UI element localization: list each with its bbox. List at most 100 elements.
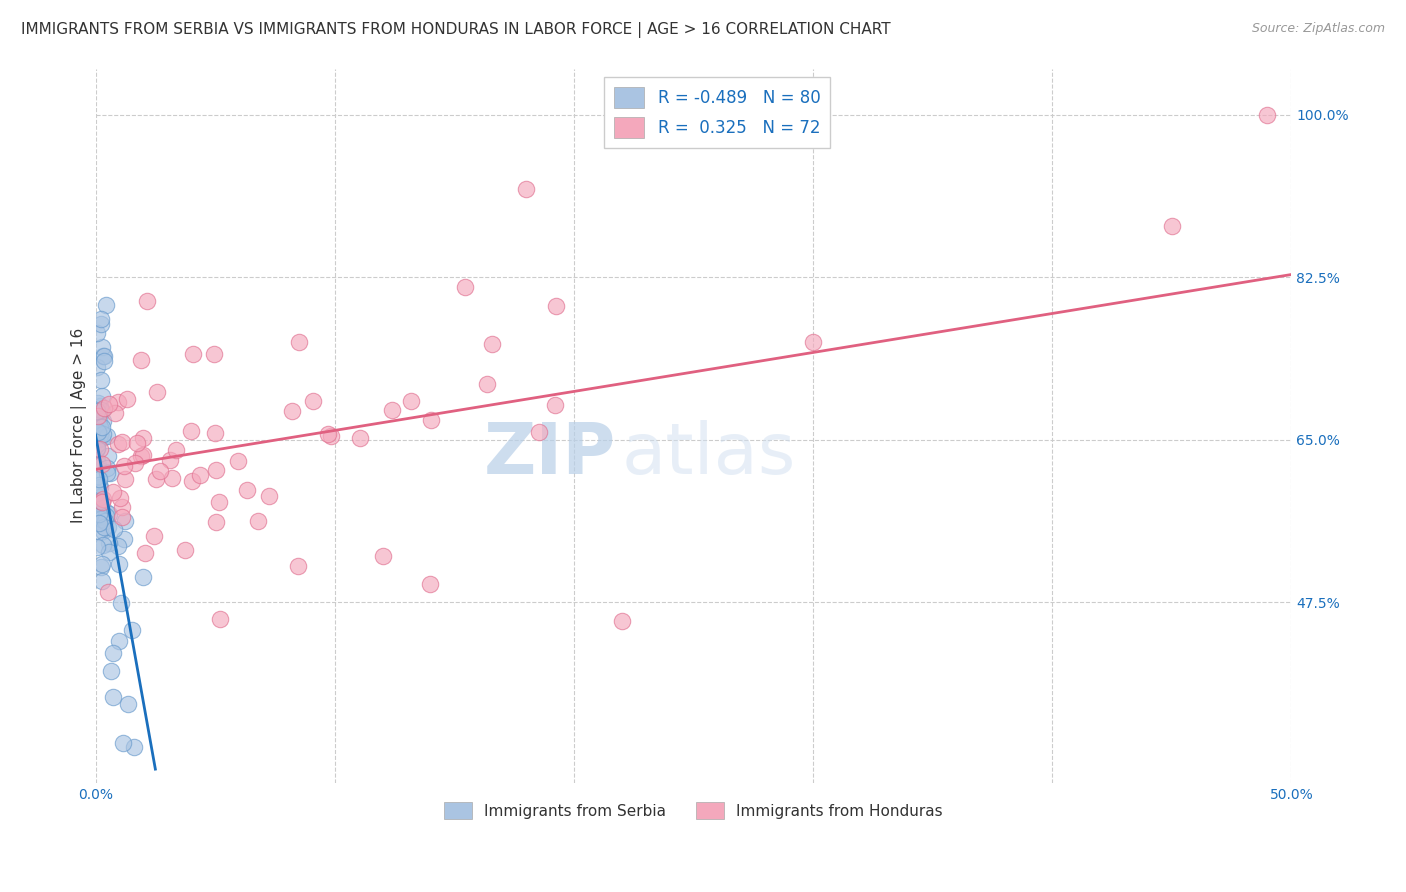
Point bbox=[181, 474, 204, 488]
Point bbox=[204, 426, 226, 441]
Point bbox=[101, 646, 124, 660]
Point bbox=[104, 406, 127, 420]
Point bbox=[87, 457, 110, 471]
Point bbox=[93, 519, 115, 533]
Point bbox=[98, 397, 121, 411]
Point bbox=[288, 335, 311, 350]
Point bbox=[145, 472, 167, 486]
Point bbox=[86, 442, 108, 456]
Point bbox=[96, 505, 118, 519]
Point bbox=[107, 395, 129, 409]
Point bbox=[544, 398, 567, 412]
Point bbox=[134, 546, 156, 560]
Point bbox=[316, 426, 339, 441]
Point bbox=[87, 425, 110, 439]
Point bbox=[132, 570, 155, 584]
Point bbox=[111, 510, 134, 524]
Point bbox=[87, 478, 110, 492]
Point bbox=[98, 466, 121, 480]
Point bbox=[475, 377, 498, 392]
Point bbox=[401, 394, 423, 409]
Point bbox=[89, 490, 111, 504]
Point bbox=[610, 614, 633, 628]
Point bbox=[111, 500, 134, 514]
Point bbox=[183, 346, 205, 360]
Point bbox=[453, 279, 475, 293]
Point bbox=[90, 403, 112, 417]
Point bbox=[89, 493, 111, 508]
Point bbox=[107, 558, 129, 572]
Point bbox=[110, 596, 132, 610]
Point bbox=[1160, 219, 1182, 234]
Point bbox=[97, 545, 120, 559]
Point bbox=[546, 299, 568, 313]
Point bbox=[302, 393, 325, 408]
Point bbox=[96, 429, 118, 443]
Point bbox=[87, 432, 110, 446]
Point bbox=[142, 529, 165, 543]
Point bbox=[90, 509, 112, 524]
Point bbox=[87, 507, 110, 521]
Point bbox=[481, 337, 503, 351]
Point bbox=[91, 403, 114, 417]
Point bbox=[90, 317, 112, 331]
Point bbox=[101, 485, 124, 500]
Point bbox=[89, 399, 111, 413]
Point bbox=[1256, 108, 1278, 122]
Point bbox=[86, 441, 108, 455]
Point bbox=[91, 340, 114, 354]
Point bbox=[91, 538, 114, 552]
Point bbox=[90, 373, 112, 387]
Point bbox=[112, 459, 135, 474]
Point bbox=[89, 427, 111, 442]
Text: Source: ZipAtlas.com: Source: ZipAtlas.com bbox=[1251, 22, 1385, 36]
Point bbox=[515, 182, 537, 196]
Point bbox=[107, 540, 129, 554]
Point bbox=[188, 467, 211, 482]
Point bbox=[87, 409, 110, 424]
Point bbox=[801, 335, 824, 350]
Point bbox=[86, 404, 108, 418]
Point bbox=[91, 427, 114, 442]
Point bbox=[132, 448, 155, 462]
Point bbox=[90, 432, 112, 446]
Point bbox=[87, 516, 110, 530]
Point bbox=[86, 486, 108, 500]
Point bbox=[96, 466, 118, 480]
Point bbox=[207, 495, 229, 509]
Point bbox=[319, 429, 342, 443]
Point bbox=[132, 431, 155, 445]
Point bbox=[112, 736, 135, 750]
Point bbox=[205, 515, 228, 529]
Point bbox=[228, 454, 250, 468]
Point bbox=[108, 491, 131, 505]
Point bbox=[112, 533, 135, 547]
Point bbox=[90, 511, 112, 525]
Point bbox=[127, 436, 149, 450]
Point bbox=[121, 623, 143, 637]
Point bbox=[122, 740, 145, 755]
Point bbox=[96, 461, 118, 475]
Point bbox=[90, 574, 112, 588]
Point bbox=[87, 417, 110, 431]
Point bbox=[93, 401, 115, 416]
Point bbox=[114, 514, 136, 528]
Point bbox=[89, 480, 111, 494]
Legend: Immigrants from Serbia, Immigrants from Honduras: Immigrants from Serbia, Immigrants from … bbox=[439, 796, 949, 825]
Text: IMMIGRANTS FROM SERBIA VS IMMIGRANTS FROM HONDURAS IN LABOR FORCE | AGE > 16 COR: IMMIGRANTS FROM SERBIA VS IMMIGRANTS FRO… bbox=[21, 22, 891, 38]
Point bbox=[136, 293, 159, 308]
Point bbox=[97, 536, 120, 550]
Point bbox=[94, 298, 117, 312]
Point bbox=[87, 411, 110, 425]
Point bbox=[86, 424, 108, 438]
Text: atlas: atlas bbox=[621, 420, 796, 489]
Point bbox=[90, 389, 112, 403]
Point bbox=[93, 492, 115, 507]
Point bbox=[107, 437, 129, 451]
Point bbox=[165, 443, 187, 458]
Point bbox=[103, 522, 125, 536]
Point bbox=[90, 495, 112, 509]
Point bbox=[89, 442, 111, 457]
Point bbox=[93, 354, 115, 368]
Point bbox=[89, 419, 111, 434]
